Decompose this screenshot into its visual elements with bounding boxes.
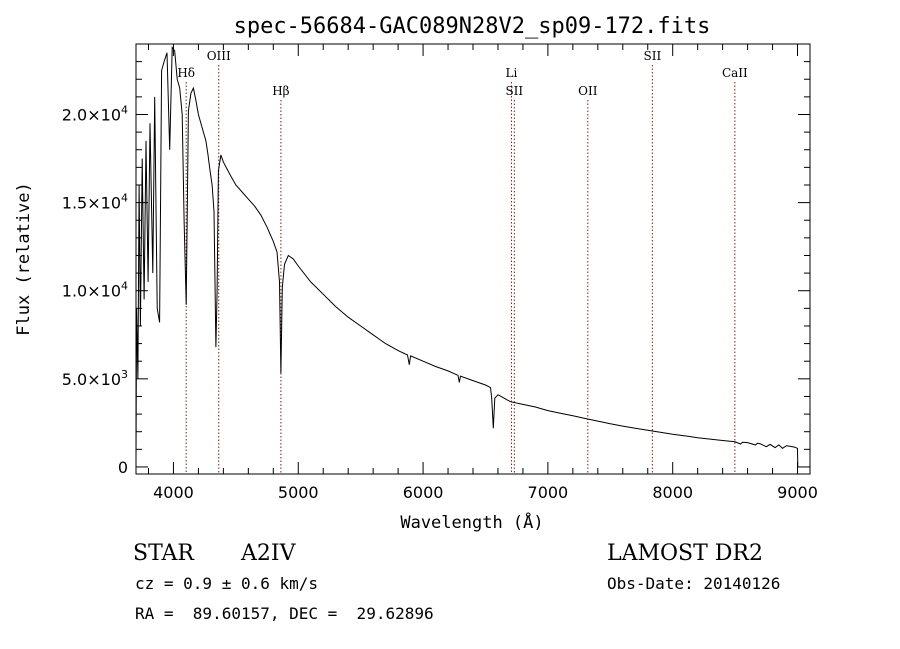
redshift-cz: cz = 0.9 ± 0.6 km/s bbox=[135, 574, 318, 593]
x-tick-label: 5000 bbox=[278, 483, 319, 502]
survey-name: LAMOST DR2 bbox=[607, 541, 763, 566]
spectral-line-label: SII bbox=[644, 49, 662, 63]
spectral-class: A2IV bbox=[240, 541, 297, 566]
y-tick-label: 2.0×104 bbox=[62, 103, 128, 124]
x-tick-label: 9000 bbox=[777, 483, 818, 502]
y-tick-label: 1.5×104 bbox=[62, 192, 128, 213]
x-tick-label: 4000 bbox=[153, 483, 194, 502]
x-tick-label: 6000 bbox=[403, 483, 444, 502]
y-axis: 0 5.0×103 1.0×104 1.5×104 2.0×104 bbox=[62, 61, 810, 477]
spectral-line-label: CaII bbox=[722, 66, 748, 80]
y-axis-label: Flux (relative) bbox=[14, 182, 34, 336]
y-tick-label: 1.0×104 bbox=[62, 280, 128, 301]
observation-date: Obs-Date: 20140126 bbox=[607, 574, 780, 593]
chart-title: spec-56684-GAC089N28V2_sp09-172.fits bbox=[234, 14, 711, 39]
x-tick-label: 8000 bbox=[652, 483, 693, 502]
spectral-line-label: OII bbox=[578, 84, 598, 98]
ra-dec-coordinates: RA = 89.60157, DEC = 29.62896 bbox=[135, 604, 434, 623]
y-tick-label: 5.0×103 bbox=[62, 368, 128, 389]
spectral-line-markers: Hδ OIII Hβ Li SII OII SII CaII bbox=[177, 49, 748, 474]
spectrum-line bbox=[136, 45, 799, 468]
spectral-line-label: OIII bbox=[207, 49, 231, 63]
spectral-line-label: Hβ bbox=[272, 84, 289, 98]
x-axis: 4000 5000 6000 7000 8000 9000 bbox=[147, 44, 818, 502]
spectral-line-label: Li bbox=[506, 66, 518, 80]
spectral-line-label: SII bbox=[505, 84, 523, 98]
x-axis-label: Wavelength (Å) bbox=[400, 511, 543, 533]
object-type: STAR bbox=[133, 541, 195, 566]
spectral-line-label: Hδ bbox=[177, 66, 195, 80]
x-tick-label: 7000 bbox=[528, 483, 569, 502]
y-tick-label: 0 bbox=[118, 458, 128, 477]
